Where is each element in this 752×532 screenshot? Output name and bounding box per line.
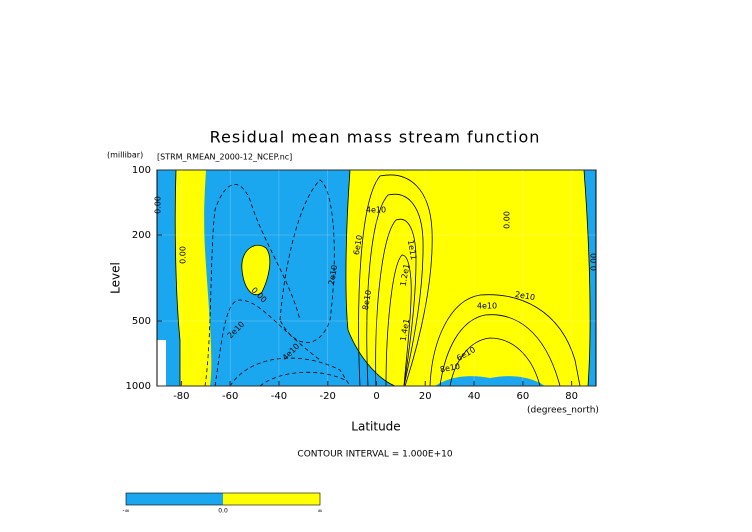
x-tick-label: -40 [271,391,287,402]
missing-region [157,340,166,386]
contour-label: 4e10 [366,206,386,215]
y-unit: (millibar) [107,151,143,160]
contour-label: 1.2e1 [399,263,412,287]
contour-label: 1e11 [406,239,418,260]
colorbar-label: 0.0 [218,508,228,515]
contour-label: 2e10 [514,290,535,302]
x-axis-label: Latitude [351,420,400,434]
x-tick-label: 0 [373,391,379,402]
x-tick-label: -80 [173,391,189,402]
contour-label: 1.4e1 [399,318,412,342]
positive-region [241,245,270,295]
contour-label: 6e10 [352,234,364,255]
colorbar: -∞ 0.0 ∞ [122,492,323,515]
contour-fill [157,170,596,386]
x-unit: (degrees_north) [527,406,599,416]
colorbar-swatch [223,493,320,505]
y-tick-label: 500 [132,316,151,327]
contour-note: CONTOUR INTERVAL = 1.000E+10 [297,450,452,460]
x-tick-label: -60 [222,391,238,402]
contour-lines [174,170,591,386]
x-tick-label: 20 [419,391,432,402]
x-tick-label: 80 [565,391,578,402]
colorbar-label: ∞ [318,508,323,515]
contour-label: 2e10 [327,264,339,285]
colorbar-swatch [126,493,223,505]
contour-label: 4e10 [477,302,497,311]
y-tick-label: 200 [132,230,151,241]
contour-label: 0.00 [179,246,188,264]
contour-label: 0.00 [154,196,163,214]
chart-title: Residual mean mass stream function [210,128,541,147]
y-axis-label: Level [109,262,123,294]
x-tick-label: 60 [516,391,529,402]
plot-area: 0.000.000.000.000.002e104e102e104e106e10… [154,169,599,387]
contour-label: 8e10 [439,362,460,374]
y-tick-label: 1000 [126,381,151,392]
contour-label: 8e10 [361,289,373,310]
x-tick-label: -20 [320,391,336,402]
subtitle: [STRM_RMEAN_2000-12_NCEP.nc] [157,153,292,162]
colorbar-frame [125,492,321,506]
y-tick-label: 100 [132,165,151,176]
x-tick-label: 40 [468,391,481,402]
colorbar-label: -∞ [122,508,129,515]
contour-label: 0.00 [503,211,512,229]
contour-label: 0.00 [590,253,599,271]
